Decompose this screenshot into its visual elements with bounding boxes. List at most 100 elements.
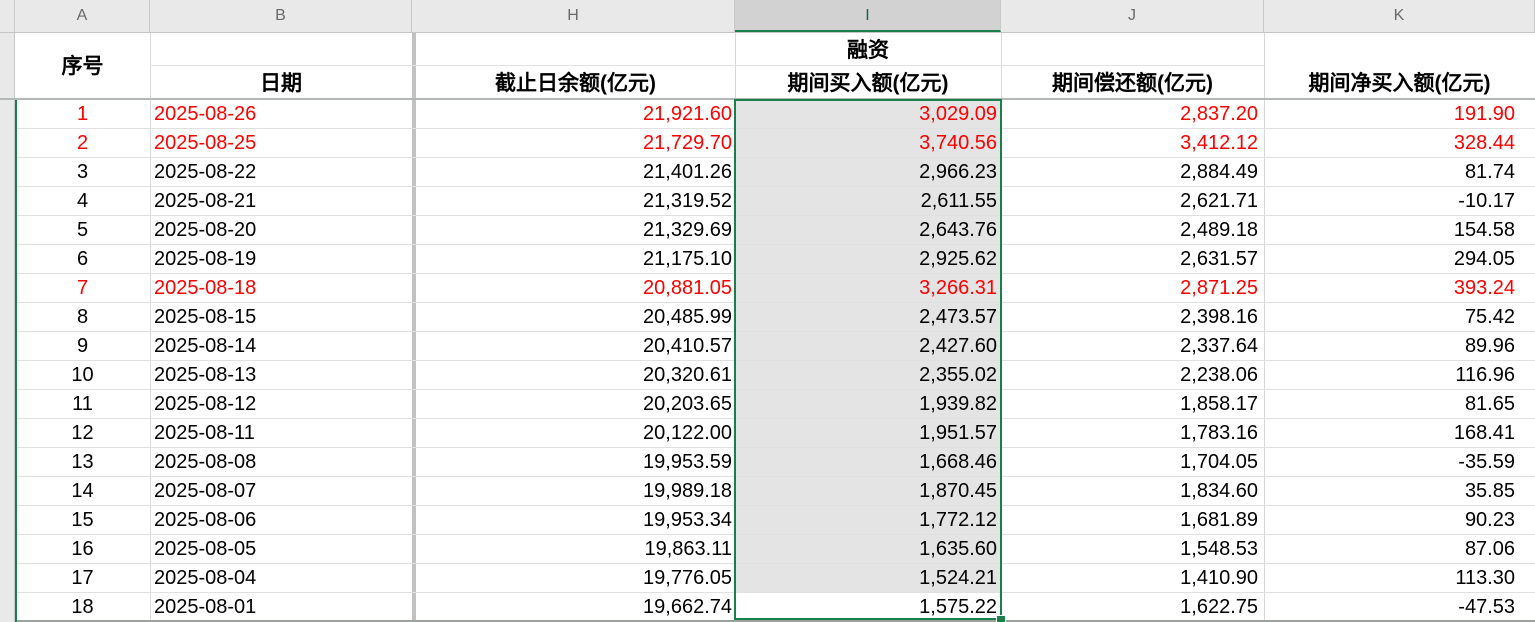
cell-buy[interactable]: 2,355.02 — [735, 361, 1001, 389]
cell-date[interactable]: 2025-08-07 — [154, 480, 257, 502]
cell-net[interactable]: 81.74 — [1464, 161, 1515, 183]
cell-repay[interactable]: 3,412.12 — [1180, 132, 1258, 154]
cell-buy[interactable]: 3,029.09 — [735, 100, 1001, 128]
column-header-A[interactable]: A — [15, 0, 150, 32]
cell-balance[interactable]: 20,881.05 — [643, 277, 732, 299]
cell-net[interactable]: 168.41 — [1453, 422, 1515, 444]
cell-no[interactable]: 14 — [71, 480, 94, 502]
selection-fill-handle[interactable] — [996, 615, 1006, 622]
column-header-I[interactable]: I — [735, 0, 1001, 32]
header-period-net-buy[interactable]: 期间净买入额(亿元) — [1308, 72, 1491, 95]
cell-no[interactable]: 6 — [76, 248, 89, 270]
column-header-J[interactable]: J — [1001, 0, 1264, 32]
cell-balance[interactable]: 19,863.11 — [644, 538, 733, 560]
cell-repay[interactable]: 2,621.71 — [1180, 190, 1258, 212]
cell-balance[interactable]: 19,662.74 — [643, 596, 732, 618]
cell-net[interactable]: 35.85 — [1464, 480, 1515, 502]
cell-date[interactable]: 2025-08-01 — [154, 596, 257, 618]
cell-net[interactable]: 81.65 — [1464, 393, 1515, 415]
cell-buy[interactable]: 1,575.22 — [735, 593, 1001, 621]
cell-balance[interactable]: 21,319.52 — [643, 190, 732, 212]
cell-net[interactable]: 116.96 — [1455, 364, 1515, 386]
cell-net[interactable]: 75.42 — [1464, 306, 1515, 328]
cell-no[interactable]: 18 — [71, 596, 94, 618]
header-group-financing[interactable]: 融资 — [847, 38, 889, 62]
cell-balance[interactable]: 20,320.61 — [643, 364, 732, 386]
cell-net[interactable]: -10.17 — [1458, 190, 1515, 212]
cell-balance[interactable]: 20,122.00 — [643, 422, 732, 444]
cell-no[interactable]: 3 — [76, 161, 89, 183]
cell-balance[interactable]: 20,410.57 — [643, 335, 732, 357]
column-header-H[interactable]: H — [412, 0, 735, 32]
cell-date[interactable]: 2025-08-20 — [154, 219, 257, 241]
cell-repay[interactable]: 1,783.16 — [1180, 422, 1258, 444]
cell-repay[interactable]: 2,884.49 — [1180, 161, 1258, 183]
cell-buy[interactable]: 1,524.21 — [735, 564, 1001, 592]
header-serial[interactable]: 序号 — [61, 55, 104, 78]
cell-date[interactable]: 2025-08-25 — [154, 132, 257, 154]
cell-no[interactable]: 12 — [71, 422, 94, 444]
cell-repay[interactable]: 2,337.64 — [1180, 335, 1258, 357]
cell-repay[interactable]: 1,548.53 — [1180, 538, 1258, 560]
cell-net[interactable]: 154.58 — [1453, 219, 1515, 241]
cell-net[interactable]: 393.24 — [1453, 277, 1515, 299]
cell-net[interactable]: -47.53 — [1458, 596, 1515, 618]
cell-buy[interactable]: 3,266.31 — [735, 274, 1001, 302]
cell-buy[interactable]: 1,635.60 — [735, 535, 1001, 563]
cell-balance[interactable]: 21,921.60 — [643, 103, 732, 125]
cell-date[interactable]: 2025-08-19 — [154, 248, 257, 270]
cell-no[interactable]: 5 — [76, 219, 89, 241]
cell-buy[interactable]: 2,966.23 — [735, 158, 1001, 186]
header-balance[interactable]: 截止日余额(亿元) — [495, 72, 656, 95]
cell-repay[interactable]: 1,622.75 — [1180, 596, 1258, 618]
cell-balance[interactable]: 21,729.70 — [643, 132, 732, 154]
cell-buy[interactable]: 2,611.55 — [735, 187, 1001, 215]
cell-no[interactable]: 8 — [76, 306, 89, 328]
cell-repay[interactable]: 2,489.18 — [1180, 219, 1258, 241]
cell-balance[interactable]: 21,175.10 — [643, 248, 732, 270]
cell-net[interactable]: 328.44 — [1453, 132, 1515, 154]
cell-date[interactable]: 2025-08-04 — [154, 567, 257, 589]
cell-date[interactable]: 2025-08-26 — [154, 103, 257, 125]
cell-no[interactable]: 9 — [76, 335, 89, 357]
cell-balance[interactable]: 19,953.59 — [643, 451, 732, 473]
cell-repay[interactable]: 2,631.57 — [1180, 248, 1258, 270]
cell-buy[interactable]: 2,427.60 — [735, 332, 1001, 360]
cell-net[interactable]: 191.90 — [1453, 103, 1515, 125]
cell-no[interactable]: 7 — [76, 277, 89, 299]
cell-date[interactable]: 2025-08-11 — [154, 422, 255, 444]
cell-balance[interactable]: 19,776.05 — [643, 567, 732, 589]
cell-buy[interactable]: 2,473.57 — [735, 303, 1001, 331]
column-header-K[interactable]: K — [1264, 0, 1535, 32]
cell-no[interactable]: 2 — [76, 132, 89, 154]
cell-balance[interactable]: 19,953.34 — [643, 509, 732, 531]
column-header-B[interactable]: B — [150, 0, 412, 32]
cell-no[interactable]: 10 — [71, 364, 94, 386]
cell-date[interactable]: 2025-08-13 — [154, 364, 257, 386]
cell-net[interactable]: -35.59 — [1458, 451, 1515, 473]
cell-date[interactable]: 2025-08-05 — [154, 538, 257, 560]
cell-no[interactable]: 4 — [76, 190, 89, 212]
cell-net[interactable]: 89.96 — [1464, 335, 1515, 357]
cell-date[interactable]: 2025-08-12 — [154, 393, 257, 415]
cell-date[interactable]: 2025-08-18 — [154, 277, 257, 299]
cell-buy[interactable]: 3,740.56 — [735, 129, 1001, 157]
cell-buy[interactable]: 1,870.45 — [735, 477, 1001, 505]
cell-buy[interactable]: 1,668.46 — [735, 448, 1001, 476]
cell-balance[interactable]: 19,989.18 — [643, 480, 732, 502]
cell-buy[interactable]: 2,925.62 — [735, 245, 1001, 273]
cell-no[interactable]: 11 — [72, 393, 93, 415]
cell-balance[interactable]: 21,401.26 — [643, 161, 732, 183]
header-date[interactable]: 日期 — [260, 72, 302, 95]
cell-date[interactable]: 2025-08-21 — [154, 190, 257, 212]
cell-net[interactable]: 90.23 — [1464, 509, 1515, 531]
cell-repay[interactable]: 1,410.90 — [1180, 567, 1258, 589]
cell-no[interactable]: 16 — [71, 538, 94, 560]
row-header-strip[interactable] — [0, 32, 15, 622]
cell-date[interactable]: 2025-08-08 — [154, 451, 257, 473]
cell-repay[interactable]: 2,871.25 — [1180, 277, 1258, 299]
cell-no[interactable]: 15 — [71, 509, 94, 531]
cell-no[interactable]: 17 — [71, 567, 94, 589]
select-all-corner[interactable] — [0, 0, 15, 32]
cell-buy[interactable]: 2,643.76 — [735, 216, 1001, 244]
